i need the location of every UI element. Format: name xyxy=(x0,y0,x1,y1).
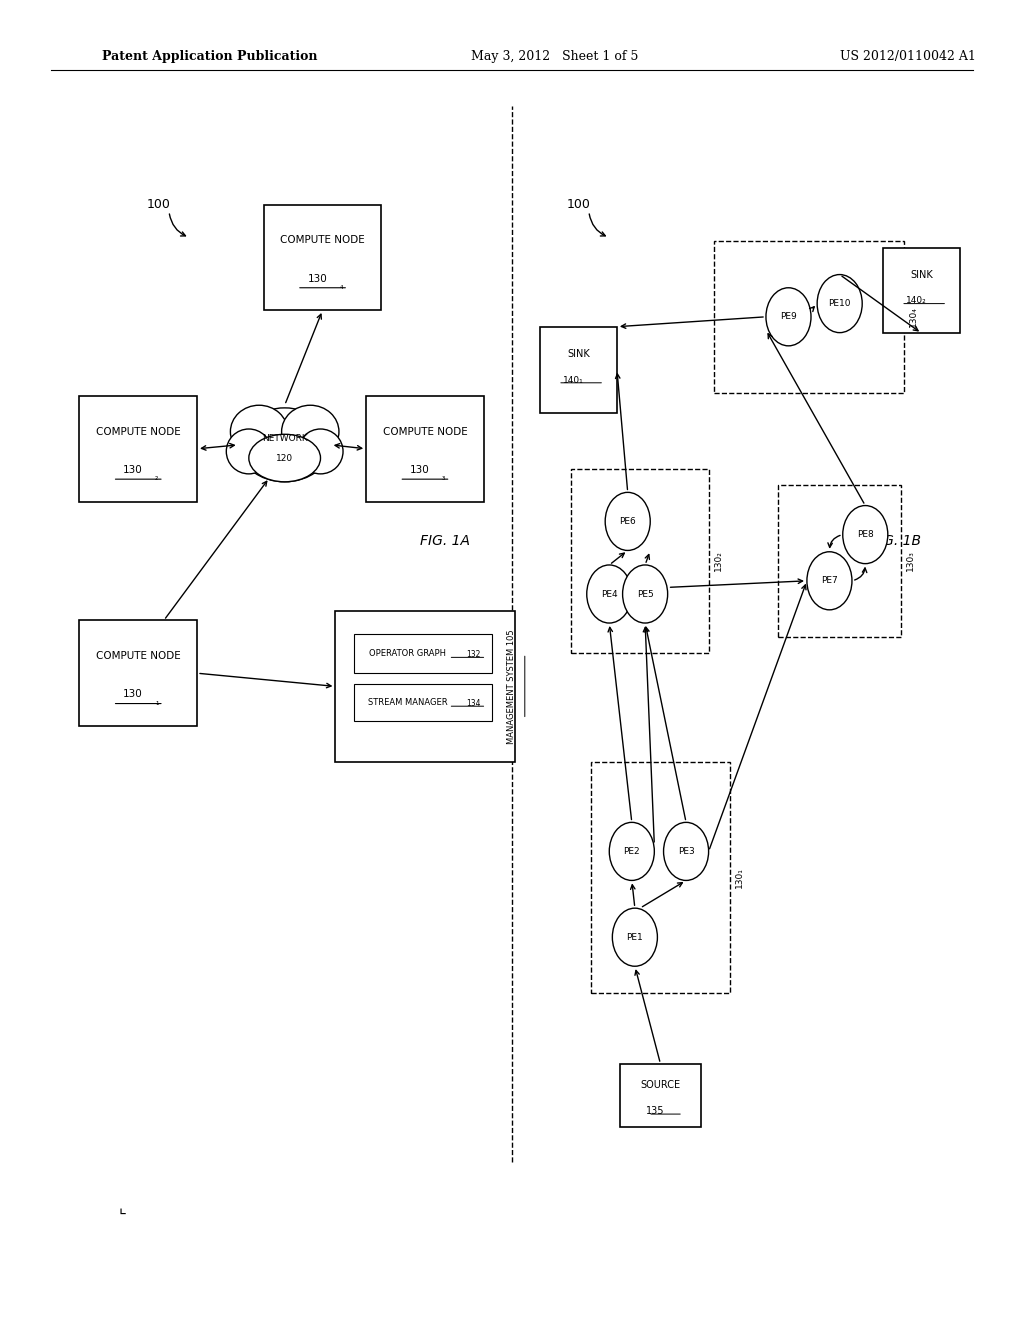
Text: 134: 134 xyxy=(466,700,480,708)
Text: 130₁: 130₁ xyxy=(735,867,743,888)
Text: 140₁: 140₁ xyxy=(563,376,584,384)
Circle shape xyxy=(817,275,862,333)
Text: PE9: PE9 xyxy=(780,313,797,321)
Ellipse shape xyxy=(249,434,321,482)
Circle shape xyxy=(843,506,888,564)
FancyBboxPatch shape xyxy=(367,396,483,502)
Circle shape xyxy=(587,565,632,623)
Text: PE6: PE6 xyxy=(620,517,636,525)
Text: US 2012/0110042 A1: US 2012/0110042 A1 xyxy=(840,50,976,63)
Text: 135: 135 xyxy=(646,1106,665,1117)
Text: 120: 120 xyxy=(276,454,293,462)
Text: OPERATOR GRAPH: OPERATOR GRAPH xyxy=(369,649,446,657)
Ellipse shape xyxy=(282,405,339,458)
Circle shape xyxy=(612,908,657,966)
Circle shape xyxy=(766,288,811,346)
Text: 100: 100 xyxy=(146,198,171,211)
Text: PE8: PE8 xyxy=(857,531,873,539)
Text: COMPUTE NODE: COMPUTE NODE xyxy=(96,651,180,661)
Circle shape xyxy=(623,565,668,623)
Text: ₁: ₁ xyxy=(155,698,159,706)
Text: Patent Application Publication: Patent Application Publication xyxy=(102,50,317,63)
Text: 130₄: 130₄ xyxy=(909,306,918,327)
Text: MANAGEMENT SYSTEM 105: MANAGEMENT SYSTEM 105 xyxy=(507,630,516,743)
Text: FIG. 1B: FIG. 1B xyxy=(871,535,921,548)
Text: May 3, 2012   Sheet 1 of 5: May 3, 2012 Sheet 1 of 5 xyxy=(471,50,638,63)
Text: 130₃: 130₃ xyxy=(906,550,915,572)
FancyBboxPatch shape xyxy=(354,684,492,721)
Text: SINK: SINK xyxy=(910,269,933,280)
Circle shape xyxy=(664,822,709,880)
Text: COMPUTE NODE: COMPUTE NODE xyxy=(281,235,365,246)
Text: 130: 130 xyxy=(410,465,430,475)
FancyBboxPatch shape xyxy=(264,205,381,310)
Text: 130: 130 xyxy=(307,273,328,284)
Text: SOURCE: SOURCE xyxy=(640,1080,681,1090)
Text: PE1: PE1 xyxy=(627,933,643,941)
Text: COMPUTE NODE: COMPUTE NODE xyxy=(96,426,180,437)
Text: NETWORK: NETWORK xyxy=(262,434,307,442)
Ellipse shape xyxy=(298,429,343,474)
Text: SINK: SINK xyxy=(567,348,590,359)
FancyBboxPatch shape xyxy=(620,1064,701,1127)
Ellipse shape xyxy=(226,429,271,474)
Text: PE2: PE2 xyxy=(624,847,640,855)
Text: FIG. 1A: FIG. 1A xyxy=(421,535,470,548)
Text: PE10: PE10 xyxy=(828,300,851,308)
FancyBboxPatch shape xyxy=(354,634,492,673)
Text: 130: 130 xyxy=(123,689,143,700)
Circle shape xyxy=(807,552,852,610)
Text: STREAM MANAGER: STREAM MANAGER xyxy=(368,698,447,706)
Text: 140₂: 140₂ xyxy=(906,297,927,305)
Text: 100: 100 xyxy=(566,198,591,211)
Ellipse shape xyxy=(230,405,288,458)
FancyBboxPatch shape xyxy=(80,396,197,502)
Text: ⌞: ⌞ xyxy=(119,1199,127,1217)
Text: ₃: ₃ xyxy=(441,474,445,482)
Text: ₂: ₂ xyxy=(155,474,159,482)
Text: PE7: PE7 xyxy=(821,577,838,585)
Text: COMPUTE NODE: COMPUTE NODE xyxy=(383,426,467,437)
Ellipse shape xyxy=(239,408,331,482)
FancyBboxPatch shape xyxy=(883,248,961,333)
Text: 130: 130 xyxy=(123,465,143,475)
FancyBboxPatch shape xyxy=(336,610,514,763)
FancyBboxPatch shape xyxy=(80,620,197,726)
Circle shape xyxy=(609,822,654,880)
Text: 130₂: 130₂ xyxy=(715,550,723,572)
Text: ₄: ₄ xyxy=(339,282,343,290)
Circle shape xyxy=(605,492,650,550)
Text: PE5: PE5 xyxy=(637,590,653,598)
Text: PE4: PE4 xyxy=(601,590,617,598)
FancyBboxPatch shape xyxy=(541,327,616,412)
Text: PE3: PE3 xyxy=(678,847,694,855)
Text: 132: 132 xyxy=(466,651,480,659)
